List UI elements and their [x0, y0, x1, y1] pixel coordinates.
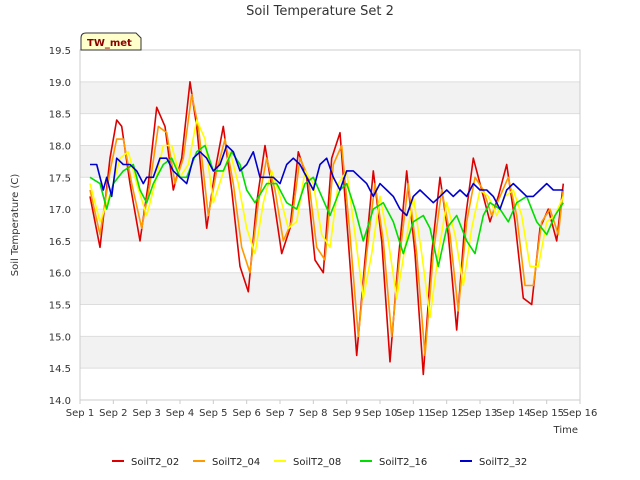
legend-label: SoilT2_08: [293, 457, 341, 468]
series-line-soilt2-16: [89, 144, 564, 268]
y-axis-ticks: 14.0 14.5 15.0 15.5 16.0 16.5 17.0 17.5 18.0 18.5…: [49, 46, 71, 407]
y-tick-label: 15.0: [49, 332, 71, 343]
plot-band: [80, 50, 580, 82]
x-tick-label: Sep 2: [99, 408, 127, 419]
x-tick-label: Sep 9: [332, 408, 360, 419]
legend-label: SoilT2_02: [131, 457, 179, 468]
x-tick-label: Sep 7: [266, 408, 294, 419]
x-tick-label: Sep 12: [429, 408, 464, 419]
x-tick-label: Sep 10: [363, 408, 398, 419]
x-tick-label: Sep 14: [496, 408, 531, 419]
series-line-soilt2-02: [89, 81, 565, 376]
x-tick-label: Sep 13: [463, 408, 498, 419]
plot-background: [80, 50, 580, 400]
legend-label: SoilT2_16: [379, 457, 427, 468]
y-axis-label: Soil Temperature (C): [10, 174, 21, 277]
plot-band: [80, 368, 580, 400]
y-tick-label: 14.0: [49, 396, 71, 407]
series-line-soilt2-08: [89, 119, 565, 319]
x-tick-label: Sep 5: [199, 408, 227, 419]
plot-band: [80, 81, 580, 114]
y-tick-label: 19.5: [49, 46, 71, 57]
plot-band: [80, 304, 580, 337]
legend-label: SoilT2_32: [479, 457, 527, 468]
x-tick-label: Sep 4: [166, 408, 194, 419]
x-axis-label: Time: [553, 425, 578, 436]
x-tick-label: Sep 11: [396, 408, 431, 419]
plot-frame: [79, 49, 581, 401]
site-badge: TW_met: [80, 32, 142, 51]
series-line-soilt2-32: [90, 144, 564, 217]
y-tick-label: 17.5: [49, 173, 71, 184]
plot-band: [80, 272, 580, 305]
legend: SoilT2_02 SoilT2_04 SoilT2_08 SoilT2_16 Soil…: [112, 457, 527, 468]
x-tick-label: Sep 1: [66, 408, 94, 419]
chart-title: Soil Temperature Set 2: [246, 4, 394, 19]
y-tick-label: 17.0: [49, 205, 71, 216]
plot-band: [80, 336, 580, 369]
x-tick-label: Sep 8: [299, 408, 327, 419]
x-axis-ticks: Sep 1 Sep 2 Sep 3 Sep 4 Sep 5 Sep 6 Sep 7 Sep 8…: [66, 400, 598, 419]
y-tick-label: 16.5: [49, 237, 71, 248]
y-tick-label: 18.0: [49, 141, 71, 152]
series-lines: [89, 81, 565, 376]
y-tick-label: 14.5: [49, 364, 71, 375]
legend-label: SoilT2_04: [212, 457, 260, 468]
x-tick-label: Sep 15: [529, 408, 564, 419]
y-tick-label: 15.5: [49, 301, 71, 312]
x-tick-label: Sep 16: [563, 408, 598, 419]
y-tick-label: 19.0: [49, 78, 71, 89]
x-tick-label: Sep 3: [132, 408, 160, 419]
y-tick-label: 18.5: [49, 110, 71, 121]
site-label: TW_met: [87, 38, 132, 49]
y-tick-label: 16.0: [49, 269, 71, 280]
x-tick-label: Sep 6: [232, 408, 260, 419]
